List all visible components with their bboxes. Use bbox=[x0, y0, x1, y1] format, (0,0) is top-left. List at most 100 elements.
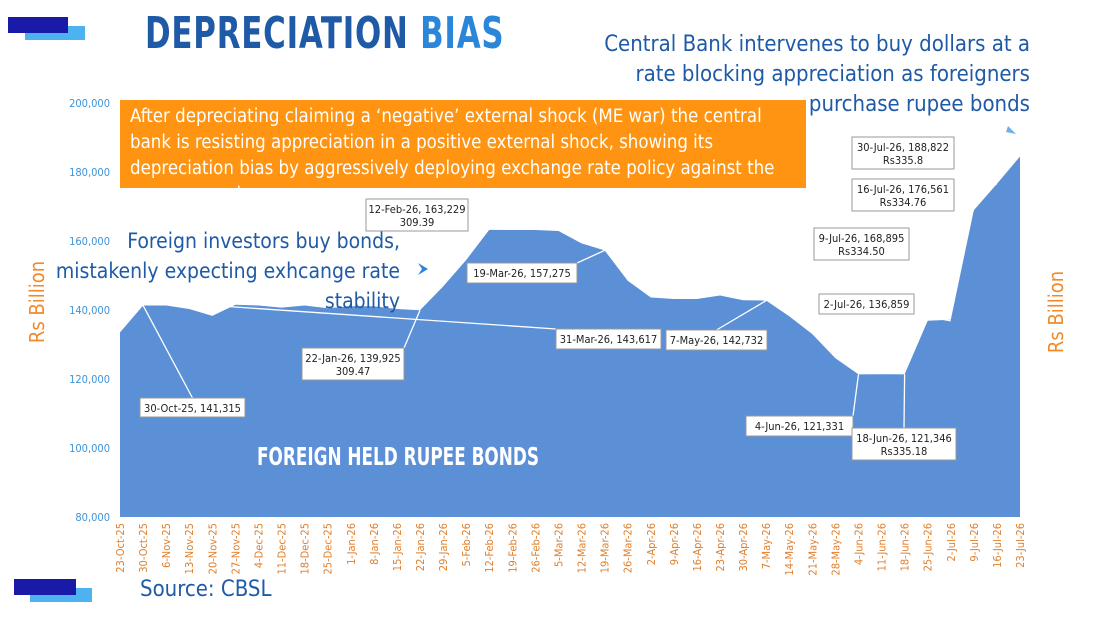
annotation-label: 309.39 bbox=[400, 216, 435, 229]
x-tick-label: 2-Jul-26 bbox=[945, 523, 958, 562]
x-tick-label: 18-Jun-26 bbox=[899, 523, 912, 571]
x-tick-label: 29-Jan-26 bbox=[437, 523, 450, 571]
y-tick-label: 180,000 bbox=[69, 166, 110, 179]
annotation-leader bbox=[913, 313, 951, 322]
y-axis-label-right: Rs Billion bbox=[1044, 270, 1069, 354]
x-tick-label: 18-Dec-25 bbox=[299, 523, 312, 574]
x-tick-label: 30-Oct-25 bbox=[137, 523, 150, 573]
x-tick-label: 20-Nov-25 bbox=[206, 523, 219, 574]
annotation-label: 30-Jul-26, 188,822 bbox=[857, 141, 949, 154]
source-note: Source: CBSL bbox=[140, 577, 272, 602]
corner-bar-top-dark bbox=[8, 17, 68, 33]
annotation-label: 19-Mar-26, 157,275 bbox=[473, 267, 571, 280]
y-tick-label: 80,000 bbox=[75, 511, 110, 524]
annotation-leader bbox=[852, 374, 860, 417]
x-tick-label: 26-Mar-26 bbox=[622, 523, 635, 573]
x-tick-label: 4-Jun-26 bbox=[852, 523, 865, 565]
x-tick-label: 27-Nov-25 bbox=[229, 523, 242, 574]
x-tick-label: 23-Oct-25 bbox=[114, 523, 127, 573]
x-tick-label: 12-Mar-26 bbox=[576, 523, 589, 573]
x-tick-label: 23-Apr-26 bbox=[714, 523, 727, 572]
y-tick-label: 160,000 bbox=[69, 235, 110, 248]
annotation-box bbox=[818, 293, 915, 315]
x-tick-label: 16-Jul-26 bbox=[991, 523, 1004, 568]
annotation-box bbox=[851, 427, 957, 461]
x-tick-label: 9-Apr-26 bbox=[668, 523, 681, 565]
x-tick-label: 30-Apr-26 bbox=[737, 523, 750, 572]
annotation-label: 16-Jul-26, 176,561 bbox=[857, 183, 949, 196]
x-tick-label: 5-Mar-26 bbox=[552, 523, 565, 567]
annotation-label: 18-Jun-26, 121,346 bbox=[856, 432, 952, 445]
x-tick-label: 14-May-26 bbox=[783, 523, 796, 576]
annotation-leader bbox=[908, 209, 975, 229]
annotation-leader bbox=[142, 305, 194, 399]
x-tick-label: 21-May-26 bbox=[806, 523, 819, 576]
corner-bar-bottom-dark bbox=[14, 579, 76, 595]
x-tick-label: 7-May-26 bbox=[760, 523, 773, 569]
annotation-label: 31-Mar-26, 143,617 bbox=[560, 333, 658, 346]
chart-title: DEPRECIATION BIAS bbox=[145, 8, 504, 59]
annotation-leader bbox=[953, 183, 998, 196]
x-tick-label: 15-Jan-26 bbox=[391, 523, 404, 571]
annotation-box bbox=[365, 198, 469, 232]
annotation-box bbox=[851, 136, 955, 170]
annotation-leader bbox=[96, 296, 557, 330]
x-tick-label: 25-Jun-26 bbox=[922, 523, 935, 571]
x-tick-label: 13-Nov-25 bbox=[183, 523, 196, 574]
x-tick-label: 2-Apr-26 bbox=[645, 523, 658, 565]
annotation-box bbox=[665, 329, 768, 351]
annotation-label: Rs335.18 bbox=[881, 445, 928, 458]
x-tick-label: 26-Feb-26 bbox=[529, 523, 542, 573]
annotation-label: Rs334.50 bbox=[838, 245, 885, 258]
annotation-label: 309.47 bbox=[336, 365, 371, 378]
area-series-label: FOREIGN HELD RUPEE BONDS bbox=[257, 442, 539, 471]
annotation-label: 12-Feb-26, 163,229 bbox=[369, 203, 466, 216]
annotation-leader bbox=[903, 374, 906, 429]
arrow-icon bbox=[1002, 120, 1016, 134]
annotation-box bbox=[555, 328, 662, 350]
y-tick-label: 140,000 bbox=[69, 304, 110, 317]
annotation-leader bbox=[576, 249, 605, 264]
annotation-leader bbox=[403, 310, 421, 349]
x-tick-label: 9-Jul-26 bbox=[968, 523, 981, 562]
x-tick-label: 19-Mar-26 bbox=[599, 523, 612, 573]
annotation-label: 9-Jul-26, 168,895 bbox=[819, 232, 905, 245]
x-tick-label: 11-Jun-26 bbox=[876, 523, 889, 571]
x-tick-label: 1-Jan-26 bbox=[345, 523, 358, 565]
annotation-label: 22-Jan-26, 139,925 bbox=[305, 352, 400, 365]
annotation-box bbox=[745, 415, 854, 437]
annotation-box bbox=[466, 262, 578, 284]
x-tick-label: 19-Feb-26 bbox=[506, 523, 519, 573]
y-tick-label: 200,000 bbox=[69, 97, 110, 110]
annotation-label: 2-Jul-26, 136,859 bbox=[824, 298, 910, 311]
annotation-label: 30-Oct-25, 141,315 bbox=[144, 402, 241, 415]
y-tick-label: 120,000 bbox=[69, 373, 110, 386]
orange-callout: After depreciating claiming a ‘negative’… bbox=[120, 100, 806, 205]
annotation-box bbox=[139, 397, 246, 418]
x-tick-label: 5-Feb-26 bbox=[460, 523, 473, 567]
x-tick-label: 28-May-26 bbox=[829, 523, 842, 576]
y-tick-label: 100,000 bbox=[69, 442, 110, 455]
annotation-leader bbox=[467, 214, 490, 231]
annotation-leader bbox=[716, 300, 767, 331]
annotation-label: Rs335.8 bbox=[883, 154, 923, 167]
y-axis-label-left: Rs Billion bbox=[25, 260, 50, 344]
annotation-label: 7-May-26, 142,732 bbox=[670, 334, 764, 347]
x-tick-label: 4-Dec-25 bbox=[252, 523, 265, 568]
foreign-investors-note: Foreign investors buy bonds, mistakenly … bbox=[55, 229, 400, 313]
arrow-icon bbox=[418, 263, 428, 275]
x-tick-label: 16-Apr-26 bbox=[691, 523, 704, 572]
x-tick-label: 8-Jan-26 bbox=[368, 523, 381, 565]
x-tick-label: 25-Dec-25 bbox=[322, 523, 335, 574]
x-tick-label: 23-Jul-26 bbox=[1014, 523, 1027, 568]
x-tick-label: 22-Jan-26 bbox=[414, 523, 427, 571]
title-part1: DEPRECIATION bbox=[145, 8, 421, 59]
x-tick-label: 12-Feb-26 bbox=[483, 523, 496, 573]
title-part2: BIAS bbox=[420, 8, 505, 59]
x-tick-label: 11-Dec-25 bbox=[276, 523, 289, 574]
annotation-box bbox=[301, 347, 405, 381]
x-tick-label: 6-Nov-25 bbox=[160, 523, 173, 568]
annotation-box bbox=[813, 227, 910, 261]
annotation-leader bbox=[953, 152, 1021, 158]
